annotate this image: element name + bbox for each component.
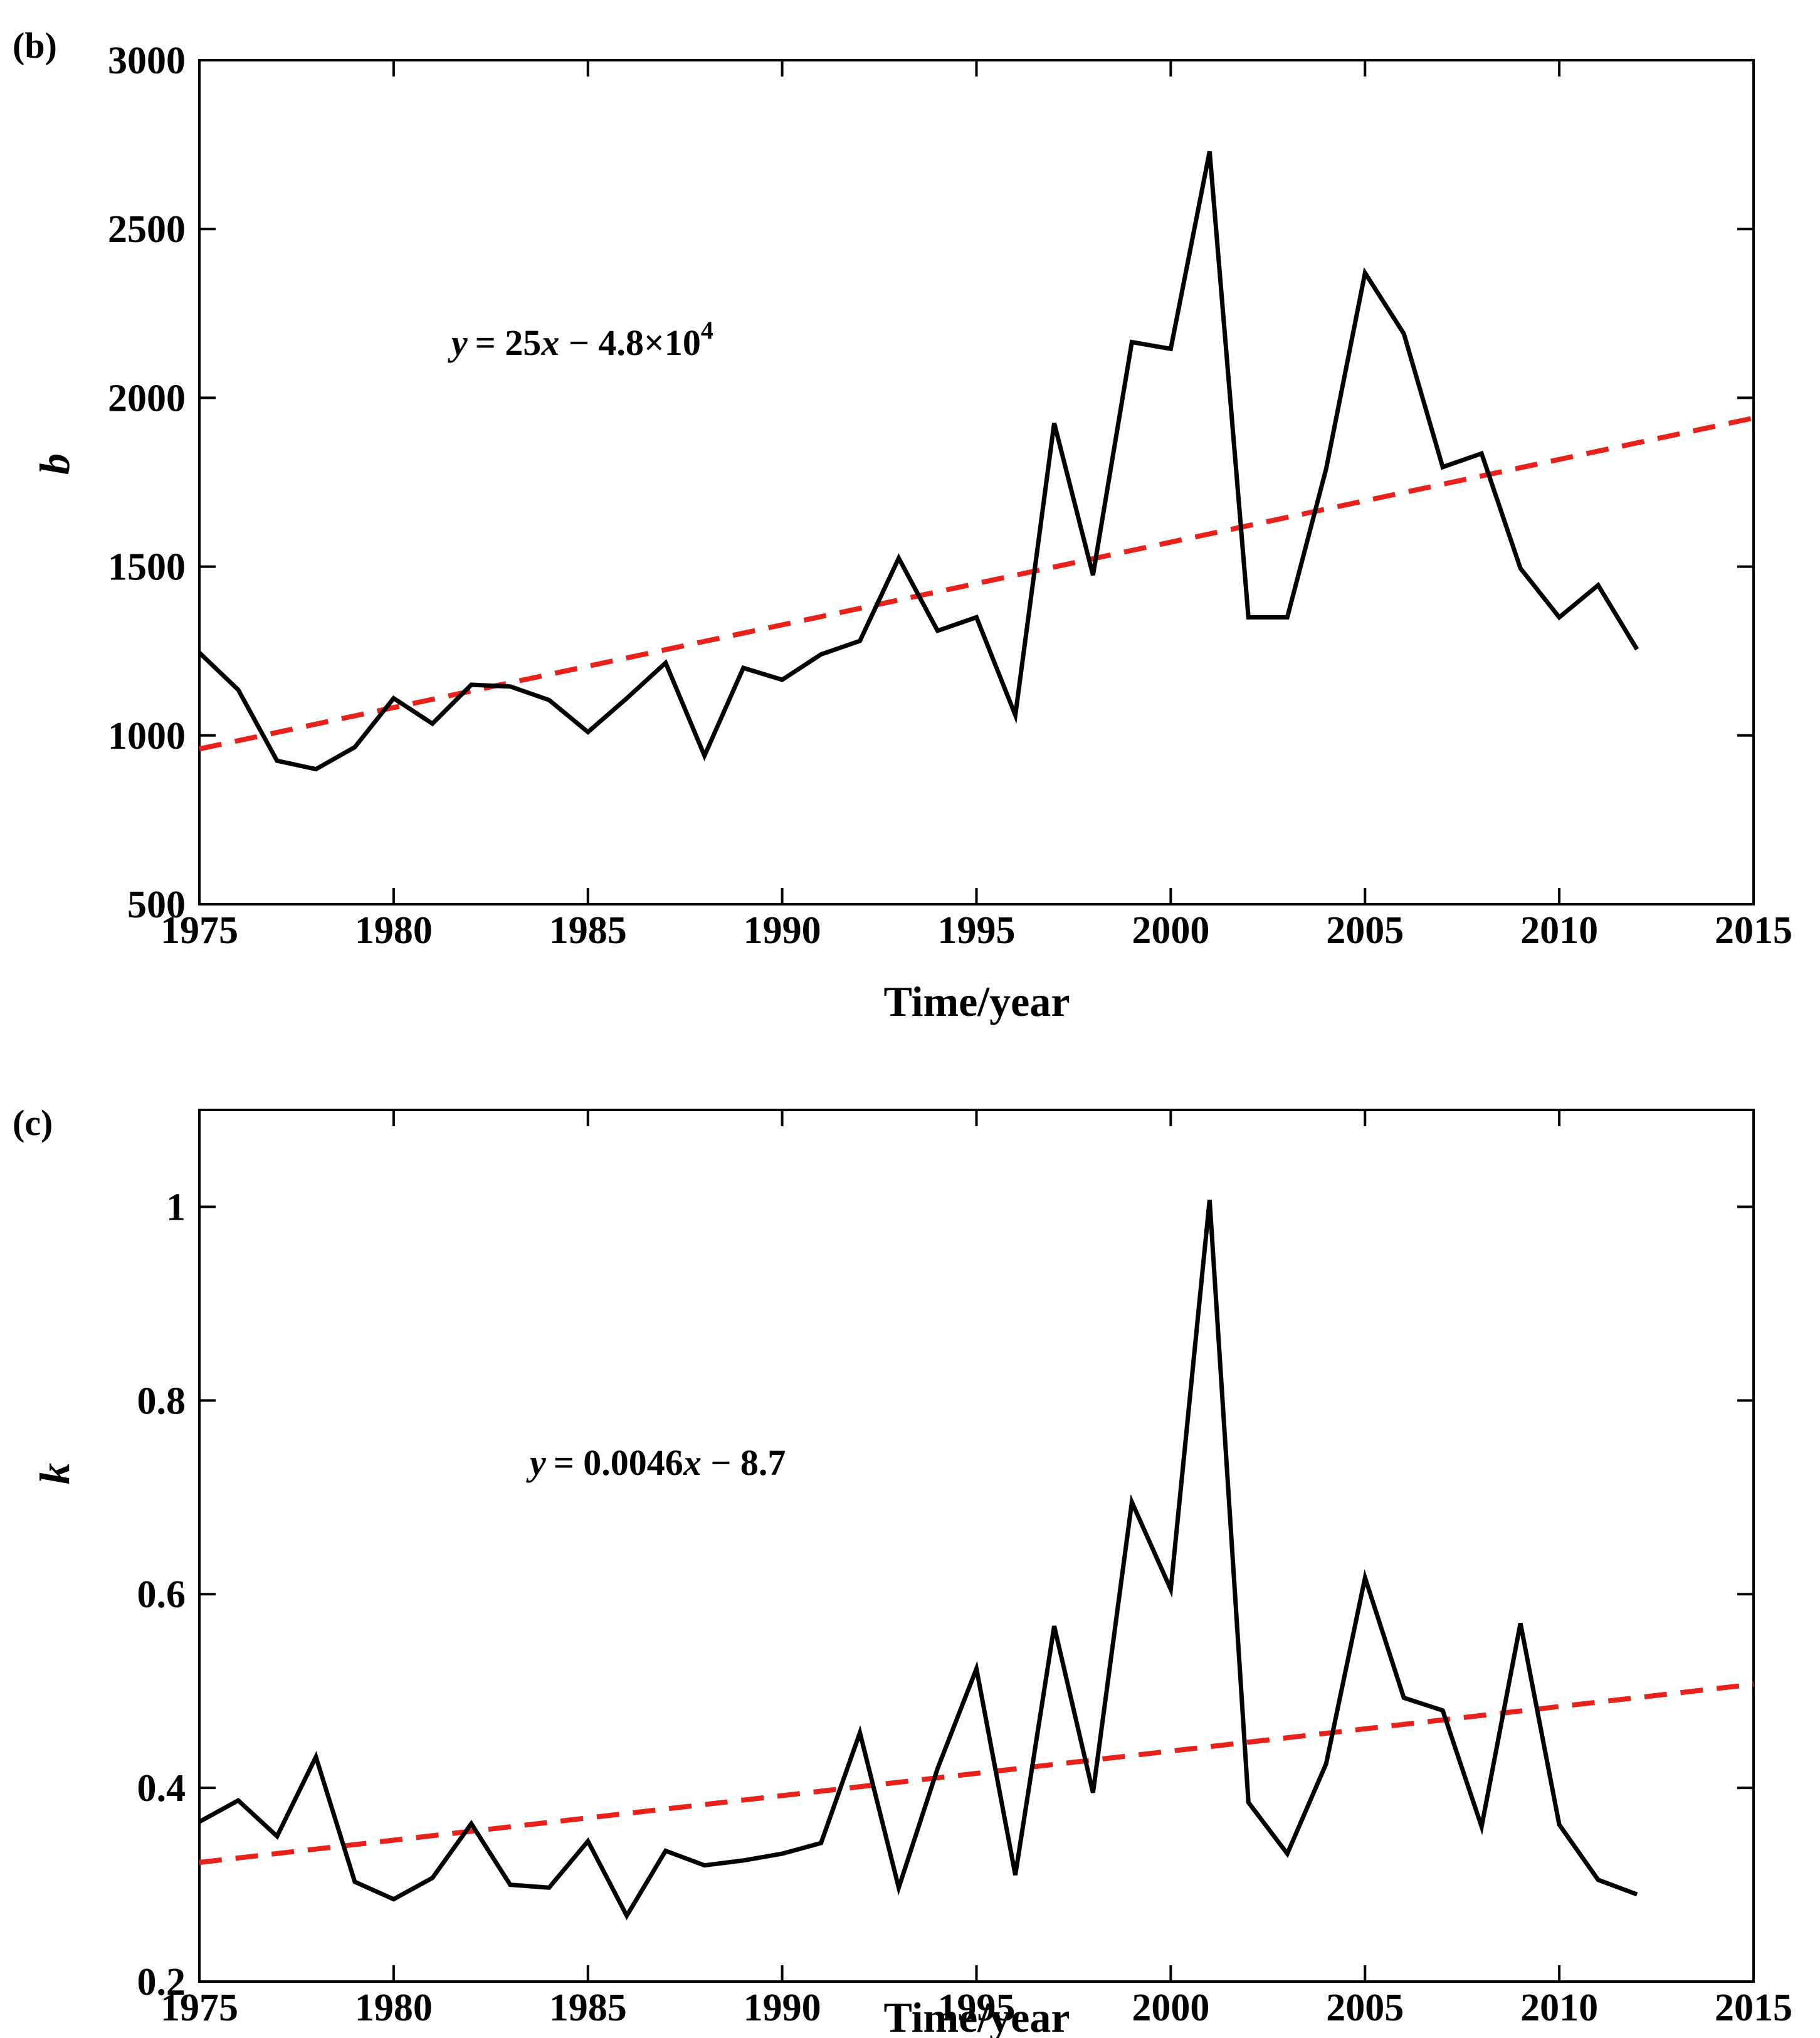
y-tick-label-b-3: 2000 [108, 377, 186, 420]
series-c [198, 1200, 1754, 1921]
x-tick-label-b-5: 2000 [1132, 909, 1209, 952]
series-b [197, 150, 1754, 772]
y-tick-label-b-1: 1000 [108, 715, 186, 758]
x-tick-label-c-6: 2005 [1326, 1987, 1404, 2029]
equation-b-xvar: x [540, 322, 559, 363]
panel-c: (c) 1975 1980 1985 1990 1995 2000 2005 2010 2015… [13, 1102, 1792, 2038]
y-tick-label-c-2: 0.6 [137, 1573, 186, 1616]
y-tick-label-b-2: 1500 [108, 546, 186, 589]
x-tick-label-c-4: 1995 [938, 1987, 1016, 2029]
x-axis-title-c: Time/year [883, 1993, 1070, 2038]
x-tick-label-b-2: 1985 [549, 909, 627, 952]
y-axis-title-b: b [31, 453, 78, 475]
y-axis-title-c: k [31, 1463, 78, 1484]
ticks-c: 1975 1980 1985 1990 1995 2000 2005 2010 2015 0.2 0… [137, 1110, 1792, 2029]
x-tick-label-c-5: 2000 [1132, 1987, 1209, 2029]
equation-b-exp: 4 [701, 316, 713, 344]
x-tick-label-b-7: 2010 [1520, 909, 1598, 952]
equation-b: y = 25x − 4.8×104 [448, 316, 713, 363]
y-tick-label-c-0: 0.2 [137, 1961, 186, 2004]
trend-line-b [199, 415, 1754, 752]
panel-b: (b) 1975 1980 1985 1990 1995 2000 2005 2010 2015… [13, 25, 1792, 1025]
trend-line-c [199, 1681, 1754, 1865]
panel-label-c: (c) [13, 1102, 53, 1143]
equation-c-eq: = 0.0046 [554, 1442, 683, 1483]
x-tick-label-b-4: 1995 [938, 909, 1016, 952]
y-tick-label-b-5: 3000 [108, 40, 186, 82]
x-tick-label-b-8: 2015 [1715, 909, 1792, 952]
x-tick-label-c-2: 1985 [549, 1987, 627, 2029]
y-tick-label-b-4: 2500 [108, 208, 186, 251]
data-line-c [198, 1200, 1638, 1921]
equation-c: y = 0.0046x − 8.7 [526, 1442, 786, 1483]
x-tick-label-c-3: 1990 [744, 1987, 821, 2029]
y-tick-label-c-3: 0.8 [137, 1380, 186, 1422]
x-tick-label-b-6: 2005 [1326, 909, 1404, 952]
y-tick-label-c-4: 1 [166, 1186, 186, 1228]
equation-c-var: y [526, 1442, 546, 1483]
equation-c-rest: − 8.7 [702, 1442, 786, 1483]
x-tick-label-c-7: 2010 [1520, 1987, 1598, 2029]
plot-area-b [198, 59, 1755, 905]
x-tick-label-b-3: 1990 [744, 909, 821, 952]
x-tick-label-b-0: 1975 [160, 909, 238, 952]
data-line-b [197, 150, 1639, 772]
x-tick-label-c-8: 2015 [1715, 1987, 1792, 2029]
ticks-b: 1975 1980 1985 1990 1995 2000 2005 2010 2015 500 1… [108, 40, 1792, 952]
panel-label-b: (b) [13, 25, 57, 66]
equation-b-eq: = 25 [475, 322, 542, 363]
equation-b-rest: − 4.8×10 [559, 322, 701, 363]
x-axis-title-b: Time/year [883, 978, 1070, 1025]
equation-b-var: y [448, 322, 468, 363]
equation-c-xvar: x [683, 1442, 702, 1483]
x-tick-label-c-0: 1975 [160, 1987, 238, 2029]
plot-area-c [198, 1109, 1755, 1983]
y-tick-label-c-1: 0.4 [137, 1767, 186, 1810]
x-tick-label-c-1: 1980 [355, 1987, 433, 2029]
y-tick-label-b-0: 500 [127, 884, 186, 926]
x-tick-label-b-1: 1980 [355, 909, 433, 952]
